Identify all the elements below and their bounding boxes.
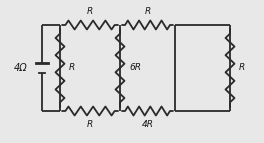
Text: R: R	[144, 7, 151, 16]
Text: R: R	[87, 7, 93, 16]
Text: R: R	[239, 63, 245, 73]
Text: R: R	[69, 63, 75, 73]
Text: 4Ω: 4Ω	[14, 63, 28, 73]
Text: R: R	[87, 120, 93, 129]
Text: 6R: 6R	[129, 63, 141, 73]
Text: 4R: 4R	[142, 120, 153, 129]
